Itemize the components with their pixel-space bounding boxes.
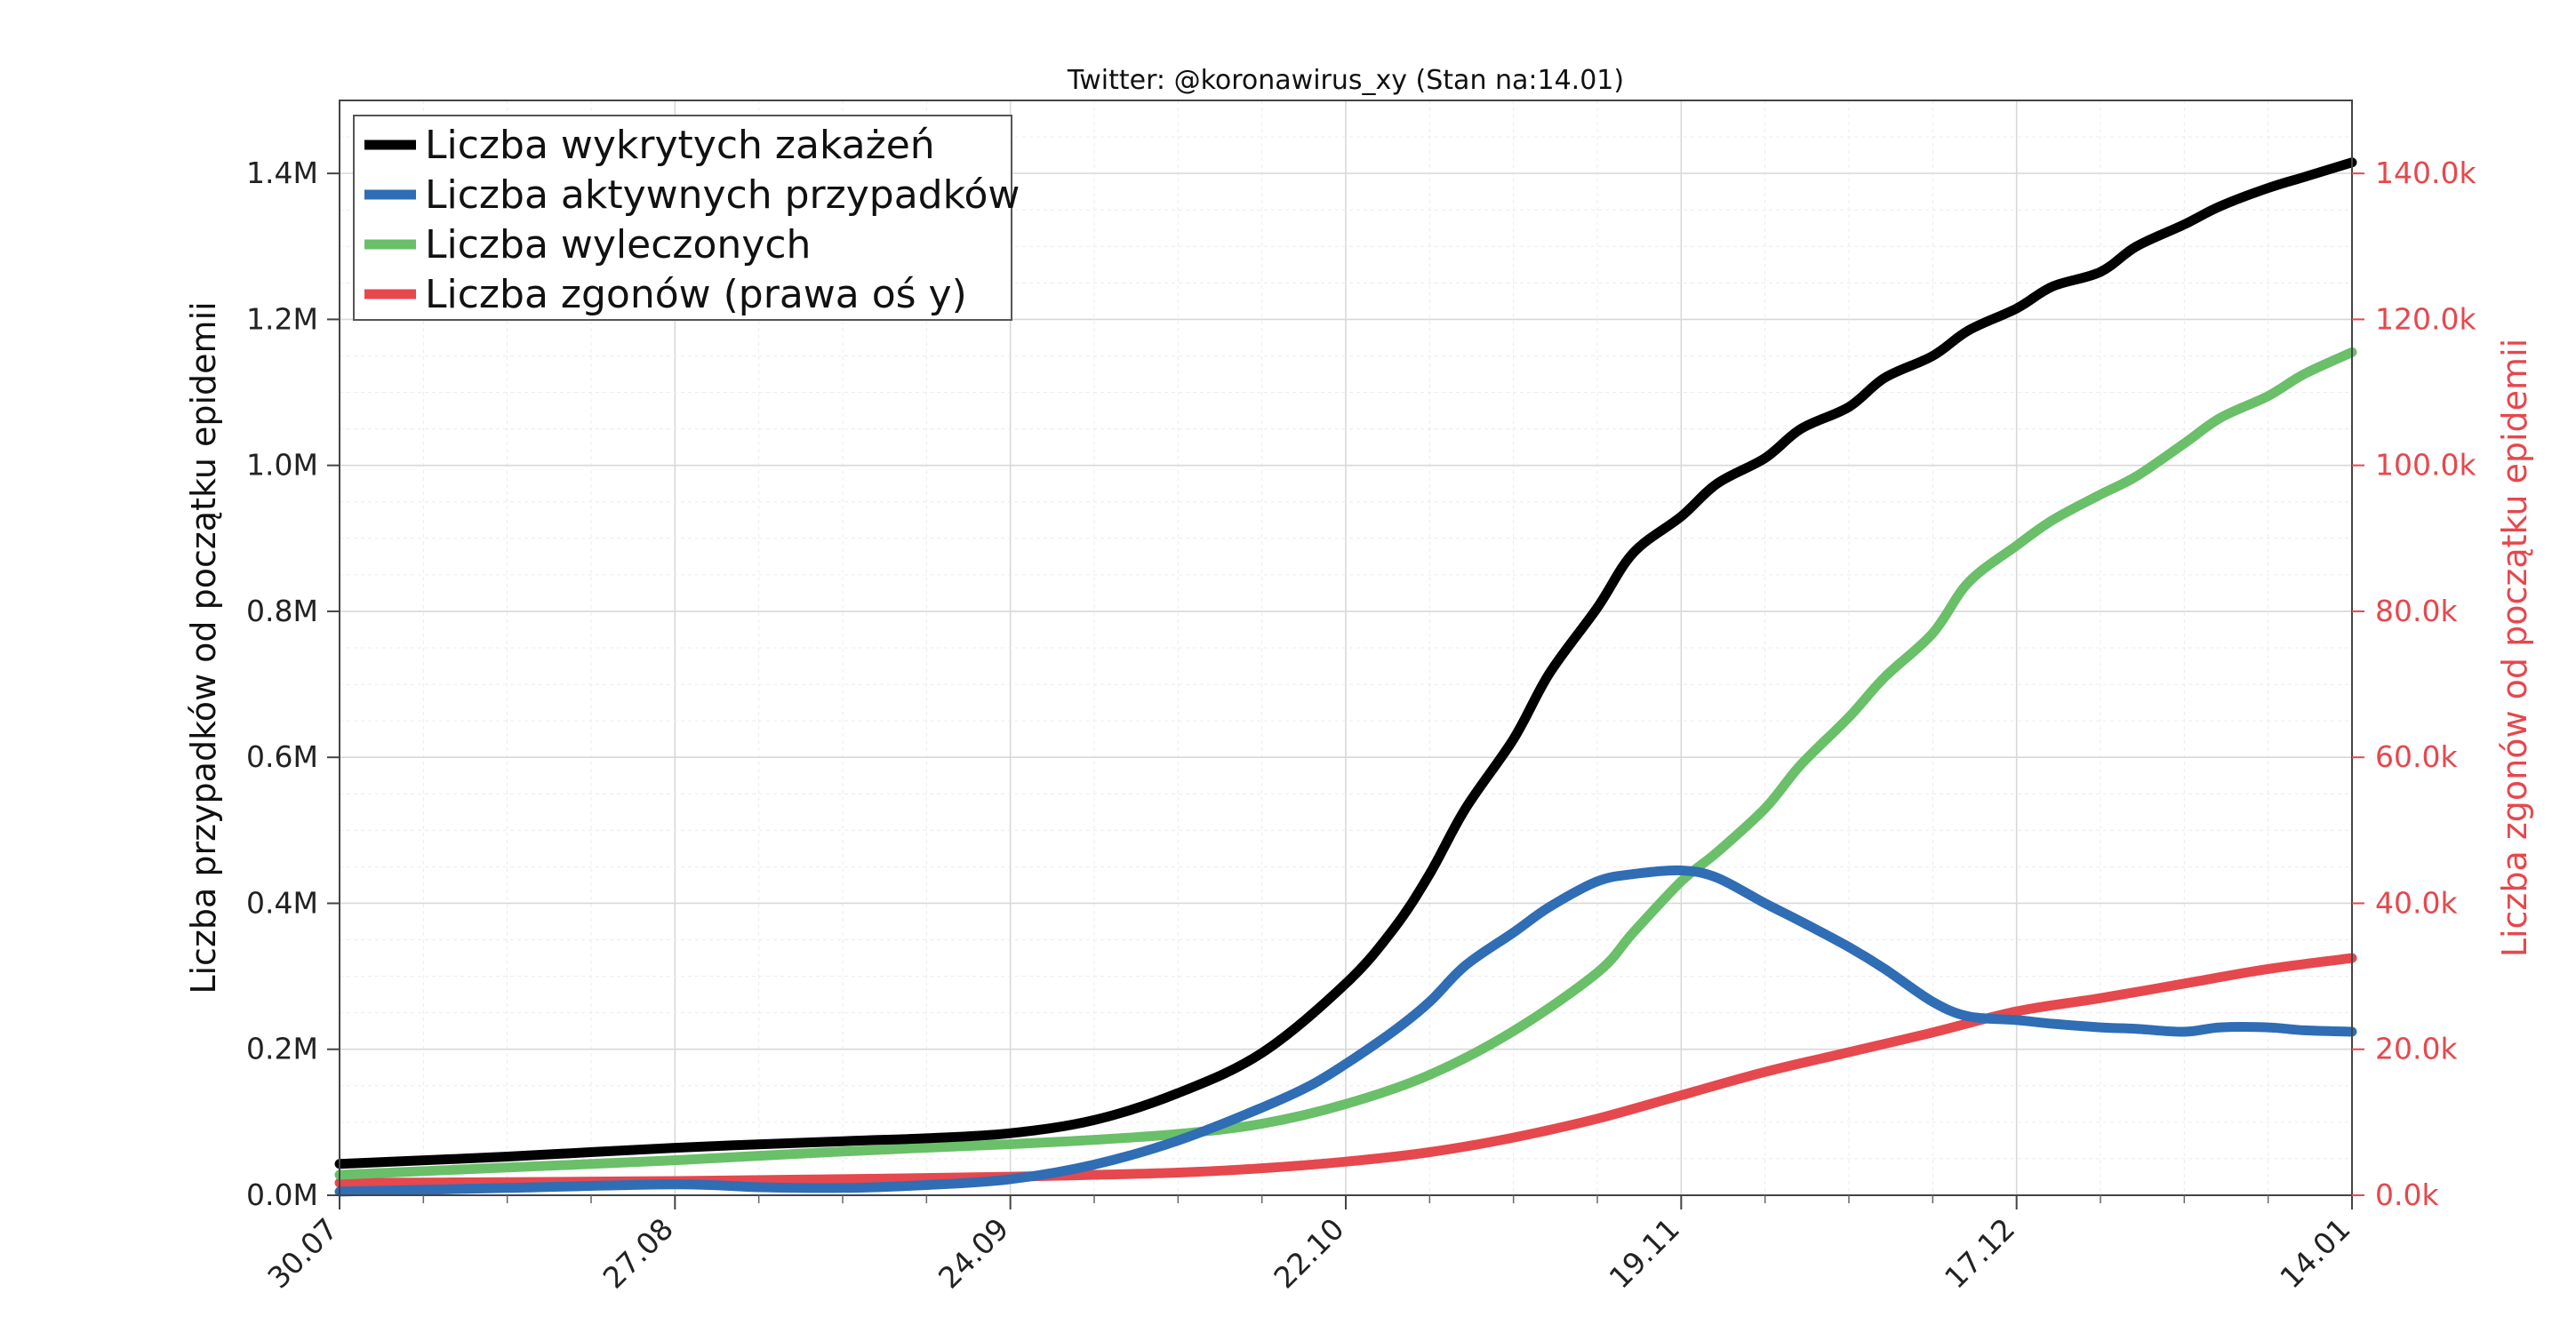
legend-label: Liczba wykrytych zakażeń <box>425 123 935 168</box>
y-tick-label-right: 40.0k <box>2375 885 2458 920</box>
y-tick-label-left: 1.0M <box>246 448 318 483</box>
chart-title: Twitter: @koronawirus_xy (Stan na:14.01) <box>1067 65 1624 96</box>
legend-label: Liczba aktywnych przypadków <box>425 172 1020 218</box>
y-tick-label-left: 0.6M <box>246 739 318 774</box>
y-tick-label-left: 1.4M <box>246 156 318 190</box>
series-line-3 <box>334 347 2357 1180</box>
series-lines <box>334 157 2357 1197</box>
y-tick-label-right: 140.0k <box>2375 156 2476 190</box>
legend-label: Liczba zgonów (prawa oś y) <box>425 272 967 317</box>
legend-box <box>353 115 1012 321</box>
y-tick-label-left: 0.2M <box>246 1032 318 1066</box>
y-tick-label-left: 0.0M <box>246 1177 318 1212</box>
y-tick-label-right: 60.0k <box>2375 739 2458 774</box>
y-tick-label-right: 80.0k <box>2375 594 2458 628</box>
series-line-4 <box>334 953 2357 1188</box>
legend-label: Liczba wyleczonych <box>425 222 811 267</box>
y-tick-label-left: 0.4M <box>246 885 318 920</box>
y-tick-label-right: 20.0k <box>2375 1032 2458 1066</box>
y-tick-label-right: 0.0k <box>2375 1177 2439 1212</box>
y-axis-title-left: Liczba przypadków od początku epidemii <box>184 301 223 994</box>
y-tick-label-right: 120.0k <box>2375 301 2476 336</box>
series-line-1 <box>334 157 2357 1169</box>
series-line-2 <box>334 865 2357 1197</box>
y-tick-label-left: 1.2M <box>246 301 318 336</box>
y-axis-title-right: Liczba zgonów od początku epidemii <box>2495 339 2534 957</box>
y-tick-label-left: 0.8M <box>246 594 318 628</box>
y-tick-label-right: 100.0k <box>2375 448 2476 483</box>
